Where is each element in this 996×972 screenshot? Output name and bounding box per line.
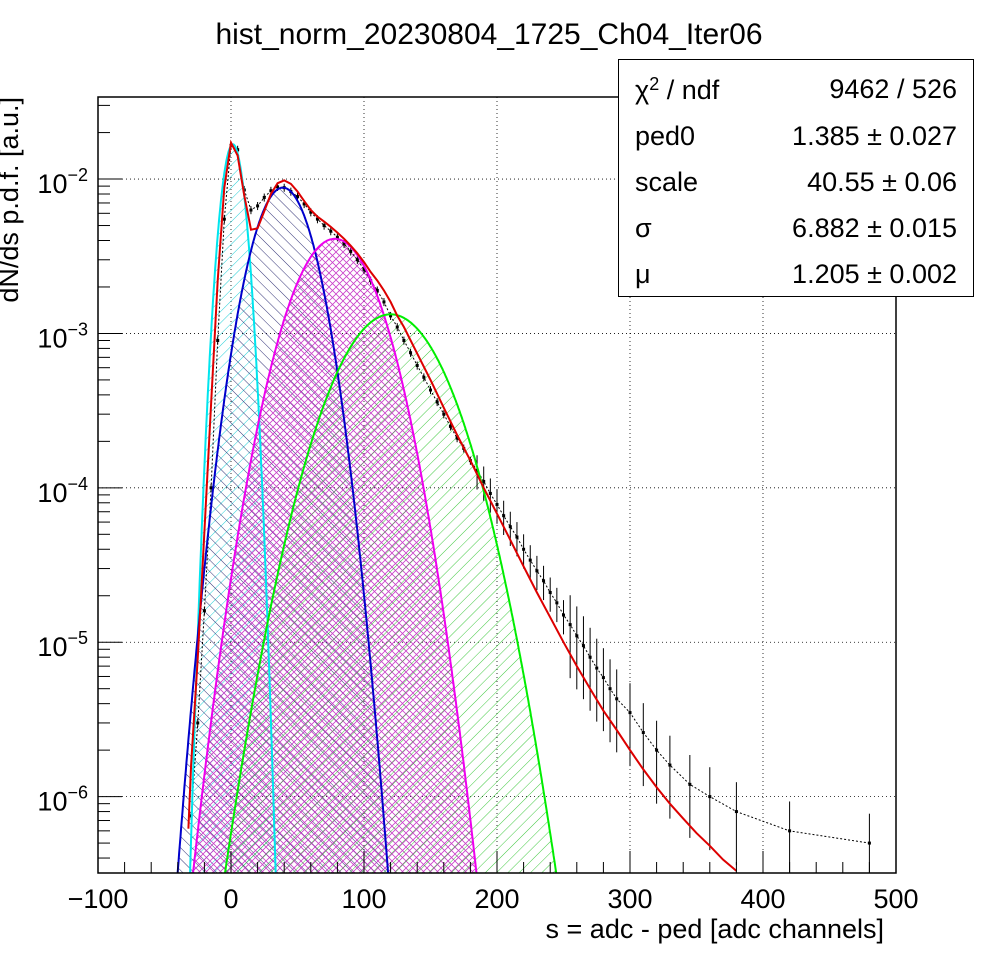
data-point [422, 375, 426, 379]
chart-title: hist_norm_20230804_1725_Ch04_Iter06 [215, 18, 762, 51]
data-point [329, 229, 333, 233]
y-tick-label: 10−5 [37, 628, 88, 662]
y-axis: 10−2 10−3 10−4 10−5 10−6 [37, 104, 122, 859]
2pe-curve [192, 237, 478, 873]
data-point [668, 763, 672, 767]
data-point [502, 514, 506, 518]
x-tick-label: 100 [341, 884, 386, 914]
stats-label: σ [635, 213, 652, 243]
stats-value: 6.882 ± 0.015 [792, 213, 957, 243]
data-point [375, 288, 379, 292]
y-tick-label: 10−2 [37, 165, 88, 199]
x-tick-label: 500 [873, 884, 918, 914]
x-tick-label: 400 [740, 884, 785, 914]
x-tick-label: 300 [607, 884, 652, 914]
stats-label: χ2 / ndf [635, 74, 719, 106]
data-point [588, 655, 592, 659]
3pe-fill [224, 314, 557, 873]
data-point [515, 535, 519, 539]
data-point [535, 569, 539, 573]
y-tick-label: 10−6 [37, 783, 88, 817]
data-point [435, 400, 439, 404]
data-point [448, 424, 452, 428]
y-tick-label: 10−4 [37, 474, 88, 508]
data-point [562, 613, 565, 617]
x-tick-label: 0 [223, 884, 238, 914]
data-point [362, 267, 366, 271]
chi-exponent: 2 [649, 74, 660, 94]
data-point [455, 436, 459, 440]
data-point [575, 634, 579, 638]
x-tick-label: 200 [474, 884, 519, 914]
stats-label: ped0 [635, 121, 696, 151]
stats-value: 9462 / 526 [829, 74, 957, 104]
data-point [342, 242, 346, 246]
stats-row-scale: scale 40.55 ± 0.06 [619, 159, 973, 205]
data-point [482, 479, 486, 483]
total-fit-curve [187, 139, 738, 872]
data-point [542, 579, 546, 583]
data-point [322, 224, 326, 228]
x-tick-label: −100 [68, 884, 129, 914]
data-point [409, 351, 413, 355]
data-point [581, 644, 585, 648]
data-point [548, 590, 552, 594]
data-point [688, 782, 692, 786]
data-point [355, 258, 359, 262]
data-point [262, 195, 266, 199]
stats-value: 1.205 ± 0.002 [792, 259, 957, 289]
y-tick-label: 10−3 [37, 319, 88, 353]
x-axis-title: s = adc - ped [adc channels] [546, 914, 884, 944]
chi-symbol: χ [635, 75, 650, 105]
stats-row-sigma: σ 6.882 ± 0.015 [619, 205, 973, 251]
x-axis: −100 0 100 200 300 400 500 [68, 851, 919, 914]
1pe-curve [176, 186, 390, 873]
y-axis-title: dN/ds p.d.f. [a.u.] [0, 97, 24, 303]
fit-curves [176, 139, 738, 873]
stats-label: μ [635, 259, 651, 289]
fit-stats-box: χ2 / ndf 9462 / 526 ped0 1.385 ± 0.027 s… [618, 59, 974, 297]
data-point [655, 748, 659, 752]
stats-row-mu: μ 1.205 ± 0.002 [619, 251, 973, 297]
data-point [508, 525, 512, 529]
ndf-label: / ndf [659, 75, 720, 105]
stats-value: 40.55 ± 0.06 [807, 167, 957, 197]
data-point [296, 195, 299, 199]
data-point [236, 148, 240, 152]
stats-row-chi2: χ2 / ndf 9462 / 526 [619, 66, 973, 112]
component-fills [177, 144, 557, 873]
stats-value: 1.385 ± 0.027 [792, 121, 957, 151]
3pe-curve [223, 313, 558, 873]
stats-label: scale [635, 167, 699, 197]
stats-row-ped0: ped0 1.385 ± 0.027 [619, 113, 973, 159]
